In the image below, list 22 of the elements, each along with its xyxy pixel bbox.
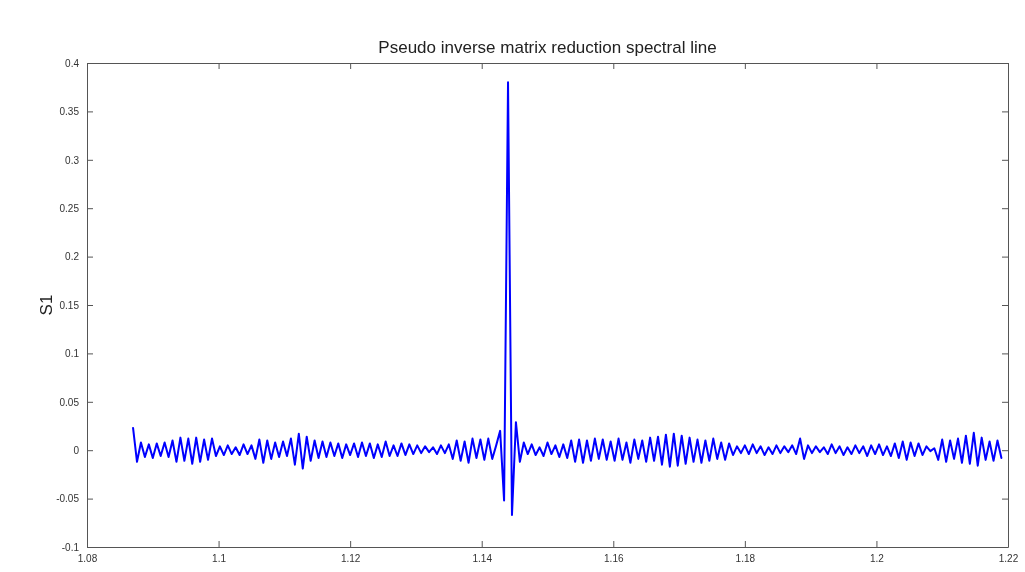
line-series [132, 81, 1003, 517]
y-tick-label: -0.05 [56, 493, 80, 505]
x-tick-label: 1.2 [869, 553, 885, 565]
y-tick-label: 0.4 [65, 57, 80, 69]
y-tick-label: -0.1 [61, 541, 80, 553]
y-tick-label: 0.15 [59, 299, 80, 311]
x-tick-label: 1.14 [472, 553, 493, 565]
x-tick-label: 1.22 [998, 553, 1019, 565]
x-tick-label: 1.1 [212, 553, 227, 565]
y-tick-label: 0.05 [59, 396, 80, 408]
x-tick-label: 1.18 [735, 553, 756, 565]
y-tick-label: 0.25 [59, 202, 80, 214]
chart-title: Pseudo inverse matrix reduction spectral line [378, 38, 717, 57]
y-tick-label: 0.2 [65, 251, 80, 263]
y-axis-title: S1 [37, 294, 56, 316]
y-tick-label: 0.1 [65, 348, 80, 360]
x-tick-label: 1.08 [77, 553, 98, 565]
x-tick-label: 1.12 [340, 553, 361, 565]
y-tick-label: 0.3 [65, 154, 80, 166]
y-tick-label: 0.35 [59, 106, 80, 118]
x-tick-label: 1.16 [604, 553, 624, 565]
y-tick-label: 0 [73, 444, 80, 456]
